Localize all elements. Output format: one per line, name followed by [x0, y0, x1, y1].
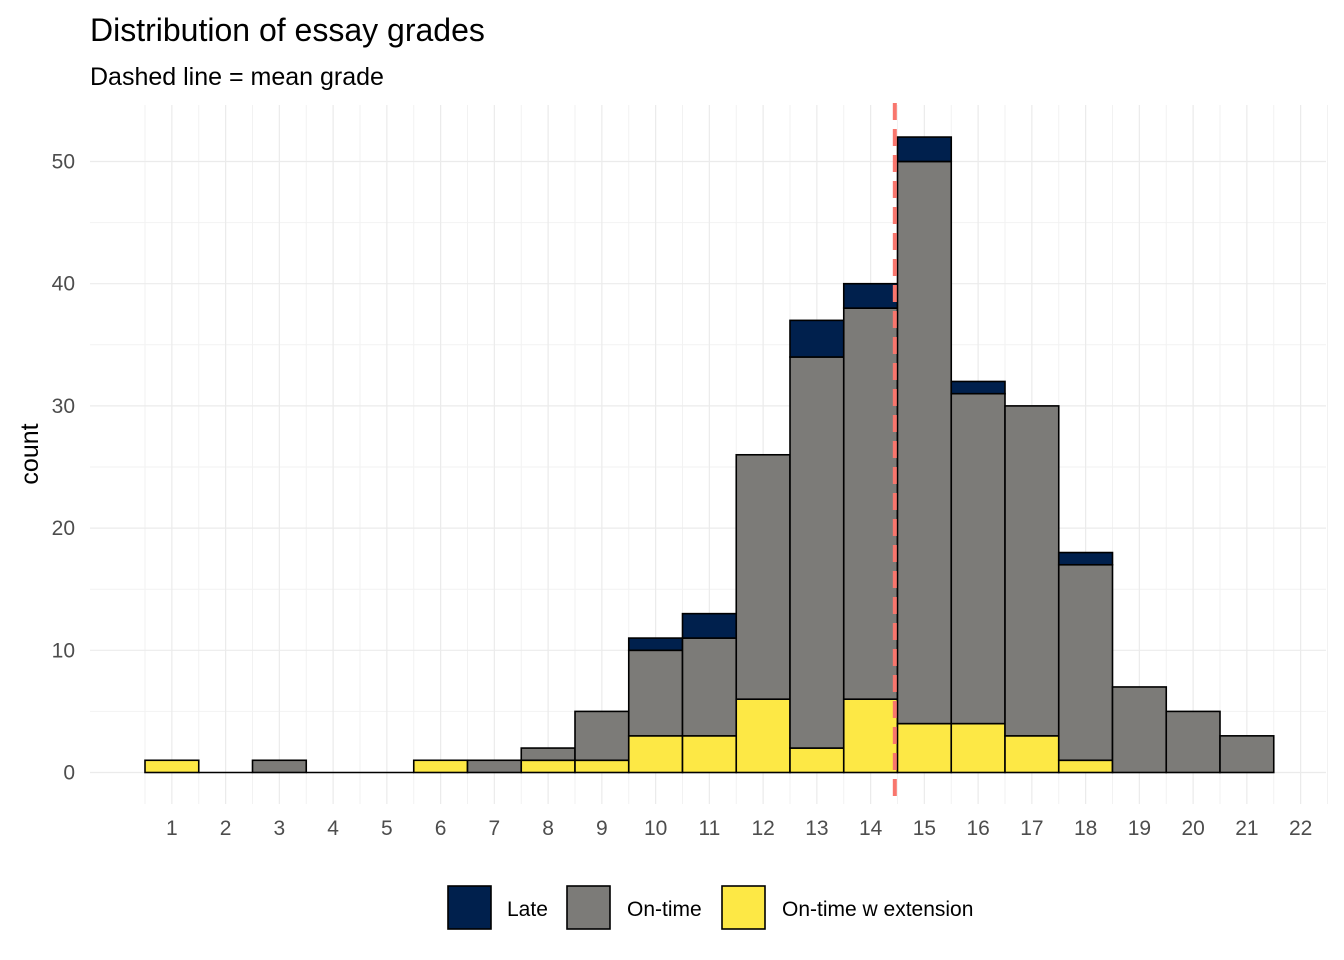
x-tick-label: 19	[1128, 817, 1151, 840]
legend: Late On-time On-time w extension	[447, 885, 973, 930]
bar-on-time-w-extension-16	[950, 722, 1006, 774]
bar-late-18	[1057, 551, 1114, 566]
bar-on-time-19	[1111, 686, 1168, 774]
bar-on-time-w-extension-9	[574, 759, 630, 774]
bar-on-time-w-extension-12	[735, 698, 791, 774]
bar-on-time-w-extension-8	[520, 759, 576, 774]
x-tick-label: 18	[1074, 817, 1097, 840]
bar-on-time-11	[681, 637, 738, 737]
x-tick-label: 12	[751, 817, 774, 840]
bar-on-time-w-extension-13	[789, 747, 845, 774]
bar-on-time-w-extension-6	[412, 759, 469, 774]
y-tick-label: 30	[52, 395, 75, 418]
y-axis-ticks: 0 10 20 30 40 50	[52, 151, 75, 785]
bar-on-time-14	[842, 307, 899, 700]
legend-label-late: Late	[507, 898, 548, 921]
x-axis-ticks: 1 2 3 4 5 6 7 8 9 10 11 12 13 14 15 16 17 18 19 20 21 22	[166, 817, 1312, 840]
x-tick-label: 16	[966, 817, 989, 840]
bar-late-11	[681, 612, 738, 639]
bar-on-time-w-extension-11	[681, 735, 738, 774]
legend-key-on-time	[566, 885, 611, 930]
bar-on-time-15	[896, 160, 953, 725]
bar-late-13	[789, 319, 845, 358]
bar-on-time-17	[1004, 405, 1060, 737]
chart-subtitle: Dashed line = mean grade	[90, 63, 384, 91]
y-tick-label: 20	[52, 517, 75, 540]
legend-key-late	[447, 885, 492, 930]
bar-on-time-18	[1057, 563, 1114, 762]
legend-key-on-time-w-extension	[721, 885, 766, 930]
x-tick-label: 13	[805, 817, 828, 840]
x-tick-label: 2	[220, 817, 232, 840]
x-tick-label: 3	[274, 817, 286, 840]
bar-on-time-10	[627, 649, 684, 737]
x-tick-label: 7	[489, 817, 501, 840]
bar-on-time-9	[574, 710, 630, 762]
bar-late-15	[896, 136, 953, 163]
y-tick-label: 0	[63, 762, 75, 785]
bar-on-time-w-extension-10	[627, 735, 684, 774]
bar-on-time-21	[1219, 735, 1275, 774]
bar-on-time-7	[466, 759, 523, 774]
bar-on-time-16	[950, 392, 1006, 725]
x-tick-label: 10	[644, 817, 667, 840]
y-axis-label: count	[16, 423, 44, 484]
x-tick-label: 8	[542, 817, 554, 840]
x-tick-label: 17	[1020, 817, 1043, 840]
x-tick-label: 11	[698, 817, 720, 840]
bar-on-time-w-extension-15	[896, 722, 953, 774]
x-tick-label: 14	[859, 817, 883, 840]
bar-late-10	[627, 637, 684, 652]
x-tick-label: 21	[1235, 817, 1258, 840]
y-tick-label: 10	[52, 639, 75, 662]
bar-on-time-3	[251, 759, 308, 774]
x-tick-label: 5	[381, 817, 393, 840]
x-tick-label: 22	[1289, 817, 1312, 840]
bar-on-time-w-extension-14	[842, 698, 899, 774]
legend-label-on-time: On-time	[627, 898, 702, 921]
bar-on-time-w-extension-18	[1057, 759, 1114, 774]
bar-on-time-12	[735, 453, 791, 700]
y-tick-label: 50	[52, 151, 75, 174]
bar-on-time-w-extension-17	[1004, 735, 1060, 774]
bar-on-time-13	[789, 356, 845, 749]
x-tick-label: 9	[596, 817, 608, 840]
x-tick-label: 20	[1181, 817, 1204, 840]
bar-on-time-20	[1165, 710, 1221, 774]
y-tick-label: 40	[52, 273, 75, 296]
x-tick-label: 6	[435, 817, 447, 840]
legend-label-on-time-w-extension: On-time w extension	[782, 898, 973, 921]
bar-late-16	[950, 380, 1006, 395]
bar-on-time-8	[520, 747, 576, 762]
chart-title: Distribution of essay grades	[90, 12, 485, 48]
bar-late-14	[842, 282, 899, 309]
x-tick-label: 4	[327, 817, 339, 840]
x-tick-label: 15	[913, 817, 936, 840]
bars	[144, 136, 1275, 774]
x-tick-label: 1	[166, 817, 178, 840]
bar-on-time-w-extension-1	[144, 759, 200, 774]
